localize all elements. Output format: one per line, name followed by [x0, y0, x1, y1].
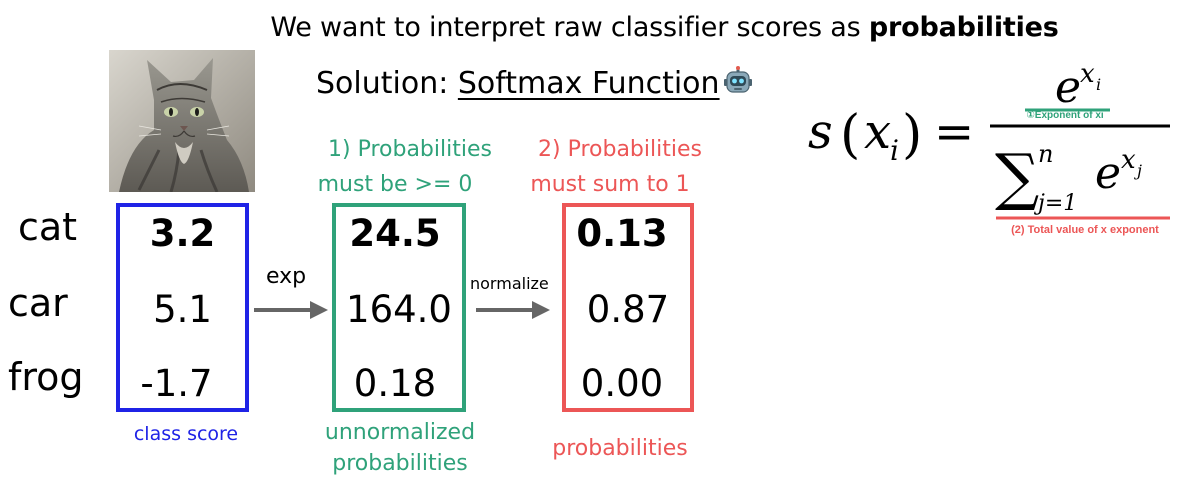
svg-text:x: x [864, 104, 891, 160]
svg-text:e: e [1095, 148, 1121, 199]
class-score-frog: -1.7 [140, 362, 213, 405]
svg-text:=: = [934, 104, 974, 160]
note-red-line2: must sum to 1 [530, 172, 690, 197]
normalize-arrow-icon [476, 301, 550, 319]
svg-text:i: i [1096, 75, 1101, 94]
exp-label: exp [266, 264, 307, 289]
denominator-note: (2) Total value of x exponent [1011, 224, 1159, 236]
unnormalized-cat: 24.5 [349, 212, 441, 255]
probabilities-box [562, 203, 694, 412]
softmax-formula: s ( x i ) = e x i ∑ n j=1 e x j [808, 60, 1170, 220]
svg-text:∑: ∑ [995, 140, 1039, 213]
unnormalized-car: 164.0 [346, 288, 452, 331]
note-green-line1: 1) Probabilities [328, 137, 492, 162]
class-score-caption: class score [133, 423, 239, 445]
svg-text:n: n [1038, 140, 1053, 168]
class-score-car: 5.1 [153, 288, 212, 331]
svg-text:i: i [890, 134, 899, 167]
unnormalized-frog: 0.18 [353, 362, 437, 405]
note-red-line1: 2) Probabilities [538, 137, 702, 162]
probability-frog: 0.00 [580, 362, 664, 405]
svg-text:x: x [1080, 60, 1095, 89]
normalize-label: normalize [470, 274, 549, 293]
robot-icon [723, 66, 752, 104]
exp-arrow-icon [254, 301, 328, 319]
cat-photo [109, 50, 255, 193]
svg-text:): ) [902, 105, 922, 165]
solution-prefix: Solution: [316, 66, 458, 101]
unnormalized-caption-line2: probabilities [332, 451, 468, 476]
svg-text:e: e [1055, 62, 1081, 113]
row-label-cat: cat [18, 205, 78, 249]
row-label-car: car [8, 281, 68, 325]
class-score-cat: 3.2 [149, 212, 216, 255]
unnormalized-box [332, 203, 466, 412]
unnormalized-caption-line1: unnormalized [324, 420, 476, 445]
probability-car: 0.87 [586, 288, 670, 331]
svg-text:s: s [808, 104, 833, 160]
svg-text:j=1: j=1 [1033, 191, 1077, 216]
svg-text:j: j [1134, 161, 1142, 180]
class-score-box [116, 203, 249, 412]
solution-line: Solution: Softmax Function [316, 66, 752, 104]
headline-text: We want to interpret raw classifier scor… [270, 12, 869, 43]
numerator-note: ①Exponent of xi [1026, 110, 1104, 121]
probabilities-caption: probabilities [552, 436, 688, 461]
softmax-link[interactable]: Softmax Function [457, 66, 720, 101]
headline: We want to interpret raw classifier scor… [0, 12, 1179, 43]
probability-cat: 0.13 [576, 212, 668, 255]
note-green-line2: must be >= 0 [317, 172, 473, 197]
svg-text:x: x [1121, 145, 1136, 175]
row-label-frog: frog [8, 355, 84, 399]
headline-bold: probabilities [868, 12, 1059, 43]
svg-text:(: ( [840, 105, 860, 165]
